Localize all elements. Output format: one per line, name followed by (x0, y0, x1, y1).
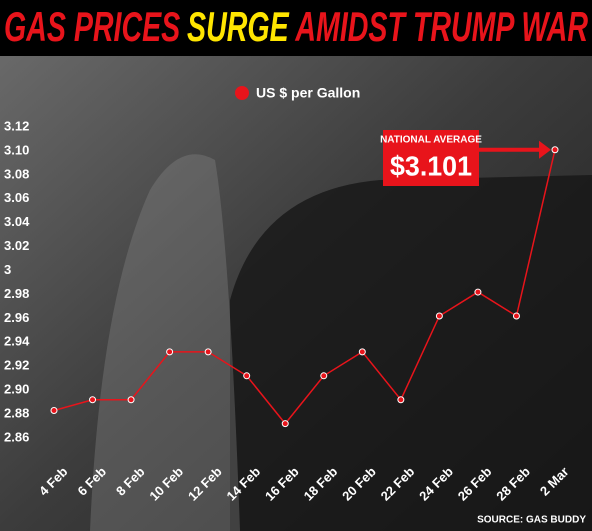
point (320, 372, 328, 380)
y-tick-label: 3.06 (4, 190, 29, 205)
person-silhouette (90, 154, 240, 531)
value-label: $3.101 (390, 150, 472, 181)
y-tick-label: 2.86 (4, 429, 29, 444)
y-tick-label: 3.12 (4, 118, 29, 133)
chart-title: GAS PRICESSURGEAMIDST TRUMP WAR (4, 3, 588, 50)
title-part: AMIDST TRUMP WAR (295, 3, 589, 50)
car-silhouette (230, 175, 592, 531)
y-tick-label: 3.02 (4, 238, 29, 253)
source: SOURCE: GAS BUDDY (477, 515, 586, 526)
y-tick-label: 2.92 (4, 358, 29, 373)
y-tick-label: 2.88 (4, 406, 29, 421)
title-part: SURGE (187, 3, 290, 50)
y-tick-label: 2.90 (4, 382, 29, 397)
point (243, 372, 251, 380)
point (551, 146, 559, 154)
point (435, 312, 443, 320)
y-tick-label: 3.10 (4, 142, 29, 157)
title-bar (0, 0, 592, 56)
point (512, 312, 520, 320)
y-tick-label: 3.04 (4, 214, 30, 229)
point (204, 348, 212, 356)
annotation-box (383, 130, 479, 186)
annotation-label: NATIONAL AVERAGE (380, 135, 482, 146)
line (53, 149, 556, 425)
point (281, 420, 289, 428)
y-tick-label: 2.98 (4, 286, 29, 301)
point (50, 406, 58, 414)
legend-label: US $ per Gallon (256, 85, 360, 101)
point (397, 396, 405, 404)
y-tick-label: 2.96 (4, 310, 29, 325)
point (127, 396, 135, 404)
point (358, 348, 366, 356)
y-tick-label: 3.08 (4, 166, 29, 181)
y-tick-label: 3 (4, 262, 11, 277)
arrow-head (539, 140, 551, 159)
point (89, 396, 97, 404)
y-tick-label: 2.94 (4, 334, 30, 349)
title-part: GAS PRICES (4, 3, 180, 50)
point (474, 288, 482, 296)
legend-marker (235, 86, 249, 100)
point (166, 348, 174, 356)
